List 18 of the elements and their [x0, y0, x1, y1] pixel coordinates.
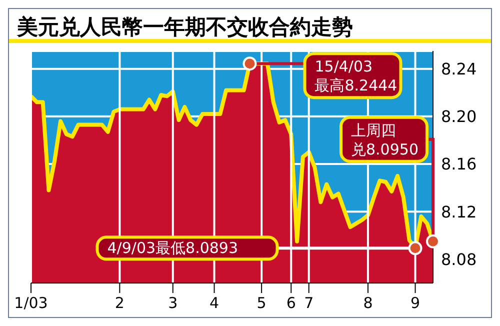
y-tick-label: 8.20	[441, 107, 477, 126]
annotation: 15/4/03最高8.2444	[314, 58, 398, 95]
annotation: 上周四兑8.0950	[351, 121, 418, 158]
x-tick-label: 4	[209, 294, 220, 312]
x-tick-label: 7	[304, 294, 314, 312]
y-tick-label: 8.08	[441, 250, 477, 269]
x-tick-label: 1/03	[14, 294, 48, 312]
x-tick-label: 8	[363, 294, 373, 312]
x-tick-label: 9	[410, 294, 420, 312]
x-tick-label: 5	[256, 294, 266, 312]
x-tick-label: 6	[286, 294, 296, 312]
y-tick-label: 8.12	[441, 202, 477, 222]
x-tick-label: 2	[114, 294, 124, 312]
y-tick-label: 8.24	[441, 60, 477, 79]
x-tick-label: 3	[168, 294, 178, 312]
y-tick-label: 8.16	[441, 154, 477, 174]
annotation: 4/9/03最低8.0893	[107, 239, 238, 258]
chart-title: 美元兑人民幣一年期不交收合約走勢	[9, 9, 491, 43]
